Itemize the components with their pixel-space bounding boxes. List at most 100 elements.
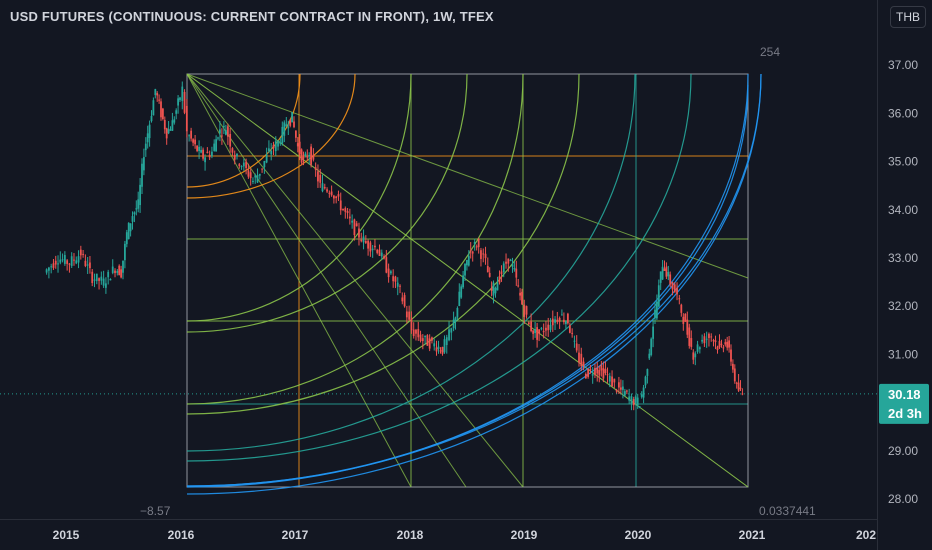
candle-body <box>185 105 188 132</box>
candle-body <box>600 365 603 371</box>
candle-body <box>523 304 526 317</box>
candle-body <box>380 252 383 257</box>
candle-body <box>298 141 301 155</box>
candle-body <box>417 329 420 338</box>
candle-body <box>473 242 476 244</box>
candle-body <box>208 154 211 158</box>
candle-body <box>584 373 587 379</box>
candle-body <box>70 256 73 266</box>
candle-body <box>720 343 723 345</box>
candle-body <box>741 393 744 395</box>
candle-body <box>611 376 613 387</box>
candle-body <box>364 240 367 244</box>
chart-title: USD FUTURES (CONTINUOUS: CURRENT CONTRAC… <box>10 9 494 24</box>
candle-body <box>304 153 307 156</box>
candle-body <box>437 346 440 350</box>
candle-body <box>219 129 221 134</box>
time-tick-label: 2020 <box>625 528 652 542</box>
candle-body <box>638 406 641 408</box>
candle-body <box>443 339 446 353</box>
candle-body <box>688 327 691 346</box>
candle-body <box>575 343 578 351</box>
candle-body <box>118 265 121 276</box>
candle-body <box>79 249 82 256</box>
candle-body <box>321 183 324 192</box>
candle-body <box>109 278 112 281</box>
candle-body <box>289 119 292 126</box>
candle-body <box>242 162 245 167</box>
candle-body <box>105 283 107 288</box>
candle-body <box>63 255 66 264</box>
candle-body <box>335 196 338 199</box>
gann-fan-line <box>186 73 412 488</box>
candle-body <box>589 369 592 371</box>
candle-body <box>578 352 580 363</box>
candle-body <box>644 376 647 386</box>
candle-body <box>231 148 234 153</box>
candle-body <box>169 129 172 131</box>
candle-body <box>500 271 503 275</box>
candle-body <box>598 370 601 376</box>
candle-body <box>120 269 122 278</box>
candle-body <box>48 267 50 271</box>
candle-body <box>194 139 197 145</box>
candle-body <box>625 390 628 392</box>
gann-arc <box>186 73 412 322</box>
candle-body <box>490 288 493 291</box>
candle-body <box>100 276 103 281</box>
bar-countdown: 2d 3h <box>888 406 922 421</box>
candle-body <box>385 257 388 273</box>
candle-body <box>545 327 547 331</box>
candle-body <box>54 260 57 265</box>
candle-body <box>439 350 442 352</box>
candle-body <box>261 168 263 170</box>
candle-body <box>179 97 181 101</box>
price-tick-label: 31.00 <box>888 347 918 361</box>
candle-body <box>247 170 250 177</box>
last-price-badge <box>879 383 929 424</box>
candle-body <box>198 146 200 152</box>
candle-body <box>511 264 514 267</box>
candle-body <box>224 130 227 135</box>
candle-body <box>378 249 381 256</box>
candle-body <box>538 329 540 334</box>
candle-body <box>686 319 689 335</box>
candle-body <box>283 122 286 136</box>
candle-body <box>122 260 124 273</box>
candle-body <box>114 270 116 274</box>
candle-body <box>582 361 585 366</box>
candle-body <box>333 195 335 199</box>
candle-body <box>342 208 344 211</box>
candle-body <box>158 99 160 101</box>
candle-body <box>150 115 153 122</box>
gann-fan-line <box>186 73 749 279</box>
candle-body <box>141 163 143 187</box>
price-tick-label: 35.00 <box>888 155 918 169</box>
candle-body <box>163 120 166 130</box>
candle-body <box>410 318 413 331</box>
candle-body <box>302 156 305 159</box>
candle-body <box>82 253 84 255</box>
candle-body <box>102 278 105 286</box>
candle-body <box>390 271 392 274</box>
candle-body <box>146 133 149 143</box>
currency-button[interactable]: THB <box>890 6 926 28</box>
candle-body <box>561 314 563 316</box>
candle-body <box>680 304 683 313</box>
candle-body <box>45 269 48 273</box>
candle-body <box>705 338 708 340</box>
candle-body <box>171 120 174 131</box>
time-tick-label: 2021 <box>739 528 766 542</box>
candle-body <box>135 208 138 210</box>
candle-body <box>642 387 645 398</box>
candle-body <box>482 253 485 255</box>
candle-body <box>222 126 225 128</box>
candle-body <box>268 148 270 152</box>
candle-body <box>319 174 322 183</box>
candle-body <box>127 222 130 239</box>
candle-body <box>623 391 626 396</box>
candle-body <box>263 161 266 168</box>
candle-body <box>408 311 411 320</box>
gann-fan-line <box>186 73 467 488</box>
